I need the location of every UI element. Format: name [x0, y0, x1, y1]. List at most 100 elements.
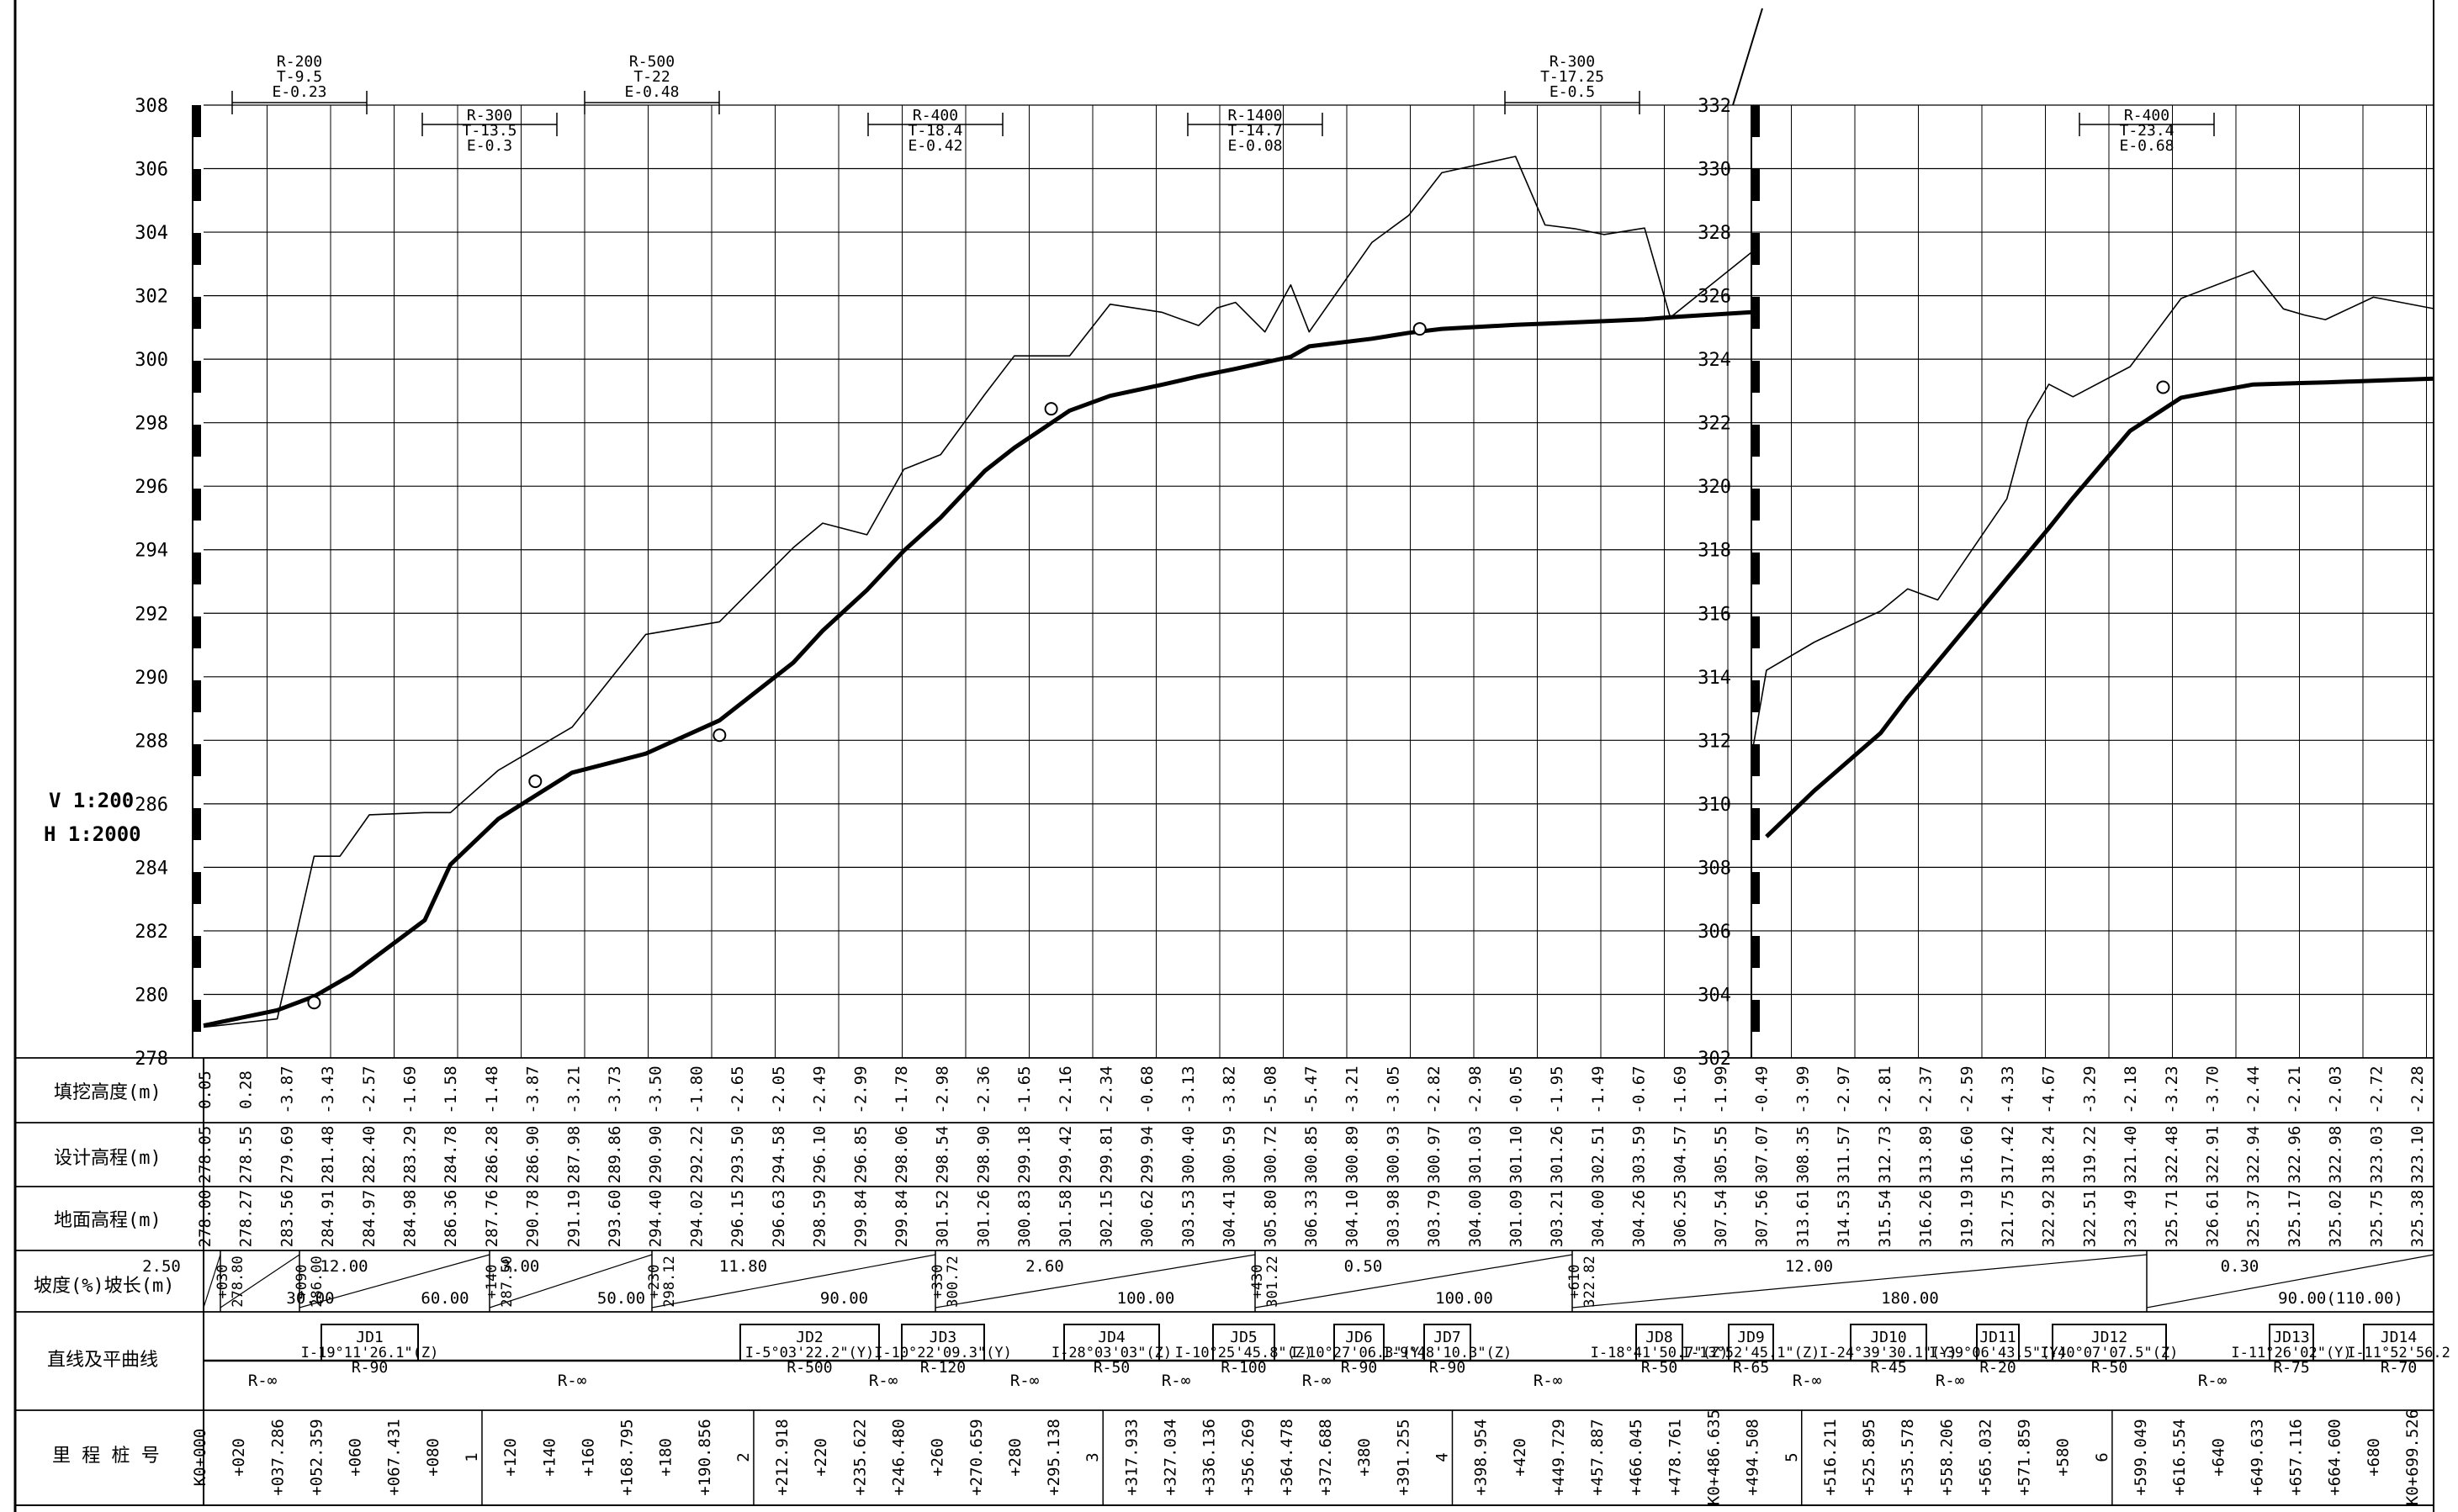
horizontal-curve-box: [901, 1324, 985, 1361]
design-elev-value: 298.54: [934, 1126, 952, 1184]
curve-radius: R-500: [787, 1359, 832, 1377]
design-elev-value: 286.28: [483, 1126, 501, 1184]
cut-fill-value: -2.28: [2408, 1065, 2427, 1113]
pvi-station: +330: [930, 1265, 946, 1299]
design-elev-value: 299.94: [1138, 1126, 1157, 1184]
design-elev-value: 322.48: [2163, 1126, 2181, 1184]
horizontal-curve-box: [1728, 1324, 1774, 1361]
chainage-value: +680: [2365, 1438, 2383, 1477]
vertical-curve-text: T-18.4: [908, 122, 962, 140]
vertical-curve-annotations: R-200T-9.5E-0.23R-300T-13.5E-0.3R-500T-2…: [231, 53, 2215, 155]
right-tick-label: 320: [1698, 477, 1731, 498]
grade-diagonal: [2146, 1254, 2434, 1308]
left-tick-label: 286: [135, 795, 168, 816]
cut-fill-value: -1.69: [1671, 1065, 1689, 1113]
design-elev-value: 312.73: [1876, 1126, 1894, 1184]
pvi-marker: [1412, 322, 1427, 336]
ground-elev-value: 325.17: [2286, 1190, 2304, 1248]
drawing-frame: [13, 0, 2434, 1512]
design-elev-value: 308.35: [1793, 1126, 1812, 1184]
chainage-value: +220: [812, 1438, 830, 1477]
right-tick-label: 304: [1698, 985, 1731, 1006]
ground-elev-value: 325.37: [2244, 1190, 2263, 1248]
design-elev-value: 322.98: [2327, 1126, 2345, 1184]
right-tick-label: 332: [1698, 96, 1731, 117]
pvi-elevation: 286.00: [309, 1256, 326, 1307]
chainage-value: +580: [2054, 1438, 2073, 1477]
design-elev-value: 278.05: [196, 1126, 215, 1184]
curve-jd: JD5: [1230, 1329, 1258, 1346]
curve-angle: I-5°03'22.2"(Y): [745, 1345, 875, 1361]
right-tick-label: 314: [1698, 668, 1731, 689]
cut-fill-value: -1.99: [1712, 1065, 1730, 1113]
ground-elev-value: 287.76: [483, 1190, 501, 1248]
cut-fill-value: -0.68: [1138, 1065, 1157, 1113]
curve-radius: R-90: [352, 1359, 388, 1377]
curve-jd: JD2: [796, 1329, 824, 1346]
cut-fill-value: -1.58: [442, 1065, 460, 1113]
ground-elev-value: 306.33: [1302, 1190, 1321, 1248]
cut-fill-value: -3.50: [647, 1065, 665, 1113]
chainage-value: +052.359: [307, 1419, 326, 1496]
ground-elev-value: 283.56: [278, 1190, 296, 1248]
curve-jd: JD14: [2381, 1329, 2417, 1346]
left-tick-label: 304: [135, 223, 168, 244]
pvi-station: +430: [1249, 1265, 1266, 1299]
design-elev-value: 289.86: [606, 1126, 624, 1184]
grade-diagonal: [299, 1254, 490, 1308]
cut-fill-value: -2.65: [728, 1065, 747, 1113]
vertical-curve-text: T-9.5: [277, 68, 322, 86]
ground-elev-value: 301.58: [1057, 1190, 1075, 1248]
chainage-value: +037.286: [268, 1419, 287, 1496]
grade-length: 60.00: [421, 1289, 469, 1308]
ground-elev-value: 298.59: [811, 1190, 829, 1248]
chainage-value: +535.578: [1899, 1419, 1917, 1496]
grade-diagonal: [1571, 1254, 2148, 1308]
curve-angle: I-9°48'10.3"(Z): [1383, 1345, 1512, 1361]
chainage-value: +190.856: [696, 1419, 714, 1496]
km-marker: 4: [1433, 1452, 1451, 1462]
cut-fill-value: -2.57: [360, 1065, 379, 1113]
ground-elev-value: 326.61: [2203, 1190, 2222, 1248]
design-elev-value: 323.10: [2408, 1126, 2427, 1184]
chainage-value: +317.933: [1122, 1419, 1141, 1496]
left-ground-line: [203, 156, 1752, 1028]
cut-fill-value: -2.16: [1057, 1065, 1075, 1113]
cut-fill-value: -5.08: [1261, 1065, 1279, 1113]
design-elev-value: 300.89: [1343, 1126, 1362, 1184]
ground-elev-value: 294.02: [687, 1190, 706, 1248]
horizontal-curve-box: [2363, 1324, 2434, 1361]
chainage-value: +160: [579, 1438, 597, 1477]
grade-percent: 2.60: [1025, 1257, 1064, 1276]
ground-elev-value: 278.27: [237, 1190, 256, 1248]
pvi-marker: [307, 996, 321, 1010]
curve-radius: R-100: [1221, 1359, 1266, 1377]
chainage-value: K0+000: [191, 1429, 209, 1487]
ground-elev-value: 316.26: [1917, 1190, 1936, 1248]
chainage-value: +616.554: [2170, 1419, 2189, 1496]
ground-elev-value: 301.52: [934, 1190, 952, 1248]
tangent-label: R-∞: [1162, 1372, 1190, 1390]
left-tick-label: 290: [135, 668, 168, 689]
pvi-marker: [528, 775, 543, 789]
row-label-ground-elev: 地面高程(m): [54, 1210, 162, 1231]
design-elev-value: 321.40: [2122, 1126, 2140, 1184]
vertical-curve-text: R-300: [1549, 53, 1595, 71]
curve-jd: JD6: [1345, 1329, 1373, 1346]
chainage-value: +525.895: [1860, 1419, 1878, 1496]
design-elev-value: 294.58: [770, 1126, 788, 1184]
chainage-value: +246.480: [890, 1419, 909, 1496]
cut-fill-value: -3.87: [278, 1065, 296, 1113]
design-elev-value: 313.89: [1917, 1126, 1936, 1184]
design-elev-value: 282.40: [360, 1126, 379, 1184]
cut-fill-value: -1.78: [893, 1065, 911, 1113]
curve-angle: I-10°22'09.3"(Y): [874, 1345, 1012, 1361]
left-design-line: [203, 309, 1752, 1028]
chainage-value: +356.269: [1239, 1419, 1258, 1496]
cut-fill-value: -2.18: [2122, 1065, 2140, 1113]
row-label-alignment: 直线及平曲线: [47, 1350, 158, 1371]
cut-fill-value: -2.21: [2286, 1065, 2304, 1113]
design-elev-value: 300.85: [1302, 1126, 1321, 1184]
chainage-value: K0+486.635: [1704, 1409, 1723, 1505]
ground-elev-value: 307.54: [1712, 1190, 1730, 1248]
